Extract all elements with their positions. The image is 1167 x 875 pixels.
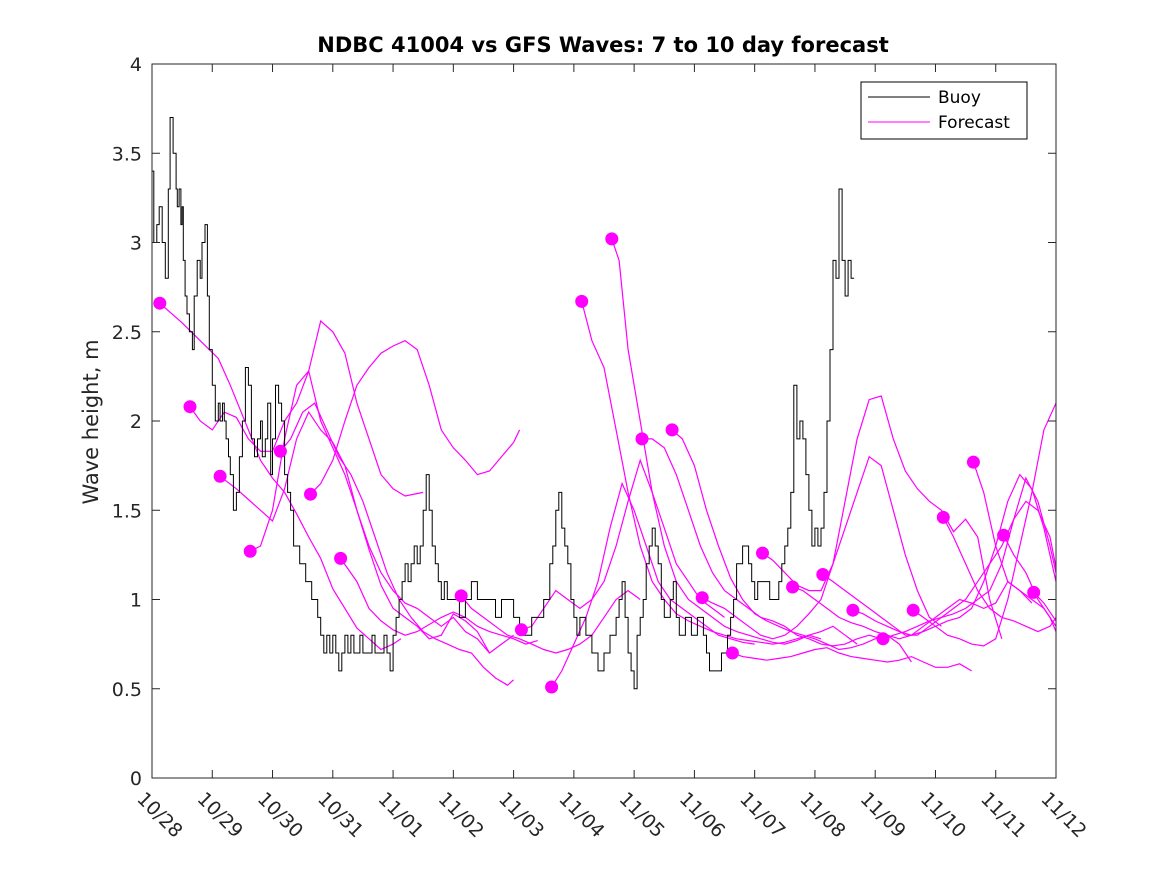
forecast-line-1 — [159, 302, 402, 651]
y-tick-label: 0.5 — [112, 679, 142, 701]
forecast-start-marker-4 — [243, 544, 257, 558]
y-tick-label: 4 — [130, 54, 142, 76]
forecast-line-25 — [1003, 534, 1056, 632]
x-tick-label: 10/29 — [193, 788, 247, 842]
legend-box — [860, 81, 1028, 140]
x-tick-label: 11/03 — [494, 788, 548, 842]
y-tick-label: 1.5 — [112, 500, 142, 522]
forecast-start-marker-21 — [876, 632, 890, 646]
forecast-line-15 — [701, 455, 942, 640]
x-tick-label: 11/07 — [735, 788, 789, 842]
buoy-line — [152, 117, 855, 690]
forecast-start-marker-18 — [786, 580, 800, 594]
forecast-line-4 — [249, 369, 514, 654]
forecast-start-marker-25 — [997, 528, 1011, 542]
forecast-line-22 — [912, 402, 1056, 647]
x-tick-label: 11/09 — [856, 788, 910, 842]
y-axis-label: Wave height, m — [79, 339, 103, 504]
forecast-start-marker-6 — [304, 487, 317, 501]
legend-buoy-label: Buoy — [938, 88, 981, 108]
forecast-start-marker-14 — [665, 423, 679, 437]
y-tick-label: 2 — [130, 411, 142, 433]
forecast-line-24 — [972, 461, 1056, 627]
y-tick-label: 3 — [130, 233, 142, 255]
forecast-start-marker-2 — [183, 400, 197, 414]
forecast-start-marker-8 — [454, 589, 468, 603]
forecast-start-marker-26 — [1027, 585, 1041, 599]
forecast-line-8 — [460, 589, 641, 654]
forecast-line-16 — [732, 647, 972, 672]
x-tick-label: 11/05 — [615, 788, 669, 842]
forecast-series-group — [159, 238, 1056, 688]
forecast-start-marker-5 — [273, 444, 287, 458]
chart-title: NDBC 41004 vs GFS Waves: 7 to 10 day for… — [317, 33, 888, 57]
forecast-start-marker-15 — [695, 591, 709, 605]
forecast-start-marker-19 — [816, 568, 830, 581]
forecast-line-10 — [551, 481, 755, 688]
forecast-start-marker-10 — [545, 680, 559, 694]
x-tick-label: 11/04 — [554, 788, 608, 842]
forecast-start-marker-17 — [756, 546, 769, 560]
forecast-start-marker-12 — [605, 232, 619, 246]
forecast-line-2 — [189, 319, 424, 497]
forecast-start-marker-11 — [575, 294, 589, 308]
forecast-line-6 — [310, 340, 521, 495]
forecast-start-marker-24 — [966, 455, 980, 469]
x-tick-label: 10/28 — [132, 788, 186, 842]
x-tick-label: 10/31 — [313, 788, 367, 842]
y-axis: 0 0.5 1 1.5 2 2.5 3 3.5 4 — [112, 54, 1056, 790]
forecast-line-14 — [671, 429, 912, 663]
y-tick-label: 0 — [130, 768, 142, 790]
forecast-start-marker-16 — [725, 646, 739, 660]
forecast-start-marker-1 — [153, 296, 167, 310]
forecast-start-marker-13 — [635, 432, 649, 446]
y-tick-label: 3.5 — [112, 143, 142, 165]
forecast-start-markers — [153, 232, 1041, 694]
x-tick-label: 11/11 — [976, 788, 1030, 842]
forecast-line-23 — [942, 517, 1056, 633]
forecast-start-marker-23 — [936, 510, 950, 524]
legend-forecast-label: Forecast — [938, 113, 1010, 133]
forecast-start-marker-9 — [514, 623, 528, 637]
x-tick-label: 11/06 — [675, 788, 729, 842]
x-tick-label: 10/30 — [253, 788, 307, 842]
forecast-line-9 — [521, 458, 725, 631]
x-tick-label: 11/10 — [916, 788, 970, 842]
forecast-line-17 — [762, 395, 1003, 639]
y-tick-label: 1 — [130, 590, 142, 612]
forecast-line-7 — [340, 558, 538, 645]
forecast-line-20 — [852, 473, 1056, 636]
forecast-start-marker-22 — [906, 603, 920, 617]
x-tick-label: 11/02 — [434, 788, 488, 842]
x-tick-label: 11/08 — [795, 788, 849, 842]
x-tick-label: 11/12 — [1036, 788, 1090, 842]
x-tick-label: 11/01 — [374, 788, 428, 842]
legend: Buoy Forecast — [860, 81, 1028, 140]
y-tick-label: 2.5 — [112, 322, 142, 344]
forecast-start-marker-20 — [846, 603, 860, 617]
buoy-series-group — [152, 117, 855, 690]
forecast-start-marker-3 — [213, 469, 227, 483]
forecast-start-marker-7 — [334, 551, 348, 565]
